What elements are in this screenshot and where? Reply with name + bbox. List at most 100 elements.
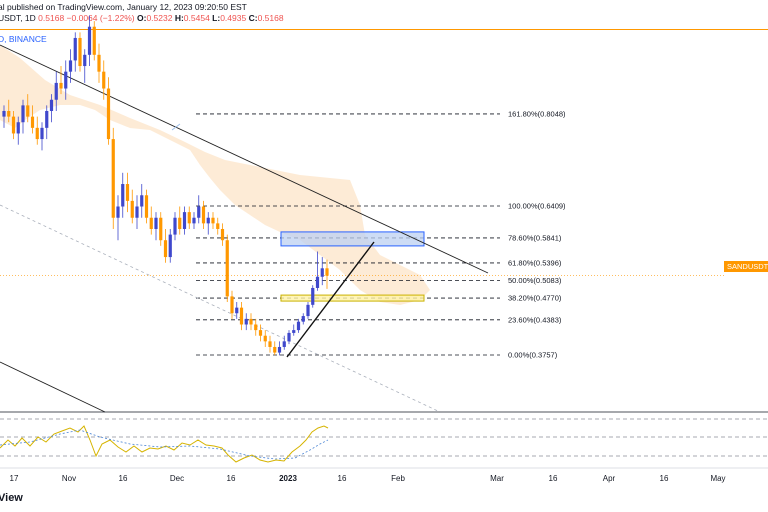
- candle-body: [254, 324, 258, 331]
- candle-body: [59, 82, 63, 89]
- descending-resistance-line: [0, 44, 489, 274]
- x-tick-label: Dec: [169, 474, 185, 483]
- time-axis[interactable]: 17 Nov 16 Dec 16 2023 16 Feb Mar 16 Apr 16 May: [0, 470, 768, 488]
- fib-level-label: 61.80%(0.5396): [508, 258, 562, 267]
- candle-body: [2, 110, 6, 117]
- fib-level-label: 161.80%(0.8048): [508, 109, 566, 118]
- symbol-exchange-label: D, BINANCE: [0, 34, 47, 44]
- candle-body: [116, 206, 120, 218]
- candle-body: [320, 268, 324, 277]
- candle-body: [125, 184, 130, 201]
- x-tick-label: 16: [226, 474, 236, 483]
- candle-body: [163, 240, 168, 258]
- candle-body: [68, 60, 73, 72]
- candle-body: [21, 105, 25, 123]
- candle-body: [87, 26, 92, 55]
- candle-body: [206, 217, 210, 224]
- candle-body: [187, 212, 191, 224]
- candle-body: [140, 195, 144, 207]
- fib-level-label: 50.00%(0.5083): [508, 276, 562, 285]
- candle-body: [182, 212, 187, 229]
- candle-body: [273, 346, 277, 353]
- candle-body: [7, 110, 11, 117]
- candle-body: [49, 99, 54, 111]
- x-tick-label: 16: [548, 474, 558, 483]
- candle-body: [268, 341, 272, 347]
- rsi-moving-average: [0, 429, 329, 460]
- candle-body: [287, 332, 291, 342]
- header-divider: [0, 29, 768, 30]
- candle-body: [35, 127, 39, 140]
- x-tick-label: 2023: [279, 474, 297, 483]
- ohlc-legend: USDT, 1D 0.5168 −0.0064 (−1.22%) O:0.523…: [0, 13, 284, 23]
- candle-body: [78, 37, 82, 67]
- x-tick-label: Mar: [490, 474, 504, 483]
- x-tick-label: 16: [337, 474, 347, 483]
- candle-body: [73, 37, 77, 61]
- candle-body: [11, 116, 16, 134]
- rising-support-line: [286, 241, 375, 358]
- candle-body: [282, 341, 286, 347]
- candle-body: [121, 184, 125, 207]
- candle-body: [106, 88, 111, 140]
- current-price-tag: SANDUSDT: [724, 261, 768, 272]
- tradingview-footer: View: [0, 492, 23, 504]
- fib-level-label: 78.60%(0.5841): [508, 233, 562, 242]
- candle-body: [292, 330, 296, 333]
- candle-body: [244, 318, 248, 325]
- candle-body: [26, 105, 30, 117]
- candle-body: [168, 234, 172, 258]
- fib-level-label: 38.20%(0.4770): [508, 294, 562, 303]
- candle-body: [130, 200, 134, 218]
- high-value: 0.5454: [183, 13, 210, 23]
- candle-body: [263, 335, 267, 342]
- rsi-pane: [0, 411, 768, 469]
- lower-channel-line: [0, 361, 106, 413]
- x-tick-label: 16: [118, 474, 128, 483]
- candle-body: [16, 122, 20, 134]
- candle-body: [296, 321, 301, 331]
- candle-body: [306, 304, 310, 317]
- high-label: H:: [174, 13, 184, 23]
- open-value: 0.5232: [146, 13, 173, 23]
- candle-body: [178, 217, 182, 229]
- candle-body: [239, 307, 244, 325]
- support-zone: [280, 294, 425, 302]
- candle-body: [159, 217, 163, 241]
- candle-body: [135, 206, 139, 218]
- candlesticks: [2, 15, 329, 356]
- fib-level-label: 23.60%(0.4383): [508, 315, 562, 324]
- candle-body: [220, 228, 225, 241]
- rsi-line: [0, 425, 329, 463]
- chart-header: al published on TradingView.com, January…: [0, 0, 768, 30]
- candle-body: [30, 116, 35, 128]
- candle-body: [216, 223, 220, 229]
- low-label: L:: [212, 13, 221, 23]
- candle-body: [97, 54, 101, 72]
- candle-body: [64, 71, 68, 89]
- candle-body: [325, 268, 329, 276]
- candle-body: [258, 330, 263, 336]
- low-value: 0.4935: [220, 13, 247, 23]
- candle-body: [311, 287, 315, 305]
- price-zones: [280, 231, 425, 302]
- price-chart[interactable]: 0.00%(0.3757) 23.60%(0.4383) 38.20%(0.4770…: [0, 0, 768, 470]
- candle-body: [92, 26, 96, 55]
- candle-body: [249, 318, 253, 325]
- price-change: −0.0064 (−1.22%): [66, 13, 135, 23]
- candle-body: [235, 307, 239, 314]
- trendlines: [0, 44, 489, 413]
- x-tick-label: 16: [659, 474, 669, 483]
- fib-level-label: 100.00%(0.6409): [508, 202, 566, 211]
- candle-body: [154, 217, 158, 229]
- candle-body: [102, 71, 106, 89]
- candle-body: [277, 346, 282, 353]
- candle-body: [111, 139, 115, 218]
- candle-body: [192, 217, 196, 224]
- candle-body: [211, 217, 215, 224]
- candle-body: [83, 54, 87, 67]
- symbol-pair: USDT, 1D: [0, 13, 36, 23]
- candle-body: [149, 217, 153, 229]
- candle-body: [144, 195, 149, 218]
- fibonacci-retracement: 0.00%(0.3757) 23.60%(0.4383) 38.20%(0.4770…: [0, 109, 724, 360]
